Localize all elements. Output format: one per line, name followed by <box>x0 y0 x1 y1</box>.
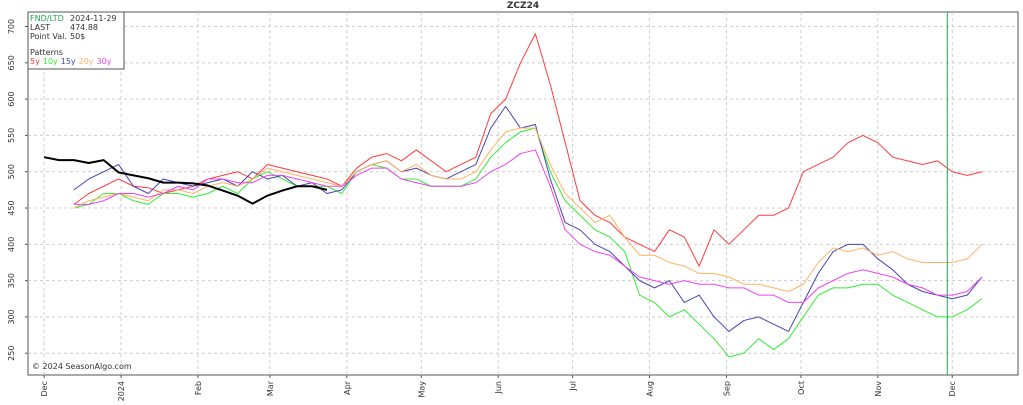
point-value: 50$ <box>70 32 85 41</box>
x-tick-label: Mar <box>266 380 275 396</box>
y-tick-label: 350 <box>7 273 16 288</box>
x-tick-label: May <box>417 381 426 398</box>
x-tick-label: Dec <box>40 381 49 396</box>
legend-entry: 10y <box>43 57 58 66</box>
x-tick-label: Jul <box>569 381 578 392</box>
x-tick-label: 2024 <box>117 381 126 401</box>
last-label: LAST <box>30 23 50 32</box>
grid: 250 300 350 400 450 500 550 600 650 700 Dec 2024 Feb… <box>7 12 1018 401</box>
y-tick-label: 300 <box>7 309 16 324</box>
series-line <box>43 156 328 205</box>
fnd-date: 2024-11-29 <box>70 14 117 23</box>
y-tick-label: 500 <box>7 164 16 179</box>
x-tick-label: Feb <box>194 381 203 395</box>
legend-entry: 15y <box>61 57 76 66</box>
series-line <box>73 105 983 332</box>
y-tick-label: 450 <box>7 200 16 215</box>
series-line <box>73 33 983 267</box>
x-tick-label: Aug <box>646 381 655 397</box>
lines <box>43 12 983 375</box>
series-line <box>73 127 983 293</box>
x-tick-label: Dec <box>948 381 957 396</box>
legend-entry: 30y <box>97 57 112 66</box>
last-value: 474.88 <box>70 23 98 32</box>
x-tick-label: Apr <box>343 380 352 395</box>
fnd-label: FND/LTD <box>30 14 64 23</box>
point-label: Point Val. <box>30 32 67 41</box>
y-tick-label: 600 <box>7 91 16 106</box>
y-tick-label: 650 <box>7 55 16 70</box>
x-tick-label: Nov <box>874 381 883 397</box>
chart-title: ZCZ24 <box>507 1 539 11</box>
y-tick-label: 550 <box>7 128 16 143</box>
legend: 5y 10y 15y 20y 30y <box>30 57 112 66</box>
y-tick-label: 250 <box>7 346 16 361</box>
x-tick-label: Oct <box>797 381 806 395</box>
legend-entry: 20y <box>79 57 94 66</box>
y-tick-label: 400 <box>7 237 16 252</box>
y-tick-label: 700 <box>7 19 16 34</box>
info-box <box>27 11 125 70</box>
copyright: © 2024 SeasonAlgo.com <box>32 362 132 371</box>
patterns-label: Patterns <box>30 48 63 57</box>
legend-entry: 5y <box>30 57 40 66</box>
x-tick-label: Jun <box>494 381 503 395</box>
series-line <box>73 149 983 303</box>
series-line <box>73 127 983 358</box>
x-tick-label: Sep <box>722 381 731 396</box>
